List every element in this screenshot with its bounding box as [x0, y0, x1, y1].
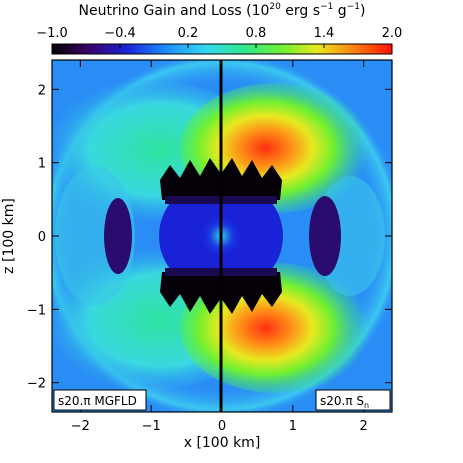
axis-ticks — [52, 60, 392, 412]
x-tick-label: −2 — [71, 419, 90, 434]
x-tick-label: 0 — [218, 419, 226, 434]
x-tick-labels: −2 −1 0 1 2 — [71, 419, 368, 434]
colorbar-tick-label: −1.0 — [36, 26, 68, 41]
right-panel-label: s20.π Sn — [320, 394, 369, 410]
heatmap-field — [52, 60, 392, 412]
colorbar-ticks — [51, 44, 393, 48]
y-tick-labels: 2 1 0 −1 −2 — [27, 83, 46, 391]
right-panel-label-box — [315, 389, 391, 411]
colorbar-tick-label: 0.2 — [178, 26, 199, 41]
colorbar-tick-label: 2.0 — [382, 26, 403, 41]
x-tick-label: −1 — [142, 419, 161, 434]
colorbar-tick-label: 1.4 — [314, 26, 335, 41]
y-tick-label: −2 — [27, 377, 46, 392]
x-axis-label: x [100 km] — [184, 435, 261, 451]
colorbar-tick-labels: −1.0 −0.4 0.2 0.8 1.4 2.0 — [36, 26, 402, 41]
left-panel-label-box — [53, 389, 147, 411]
colorbar-tick-label: 0.8 — [246, 26, 267, 41]
left-panel-label: s20.π MGFLD — [58, 394, 137, 408]
x-tick-label: 1 — [289, 419, 297, 434]
y-tick-label: 0 — [38, 230, 46, 245]
x-tick-label: 2 — [360, 419, 368, 434]
y-tick-label: 2 — [38, 83, 46, 98]
chart-title: Neutrino Gain and Loss (1020 erg s−1 g−1… — [79, 2, 366, 19]
colorbar — [52, 44, 392, 54]
y-tick-label: −1 — [27, 303, 46, 318]
colorbar-tick-label: −0.4 — [104, 26, 136, 41]
y-axis-label: z [100 km] — [1, 198, 17, 274]
y-tick-label: 1 — [38, 157, 46, 172]
